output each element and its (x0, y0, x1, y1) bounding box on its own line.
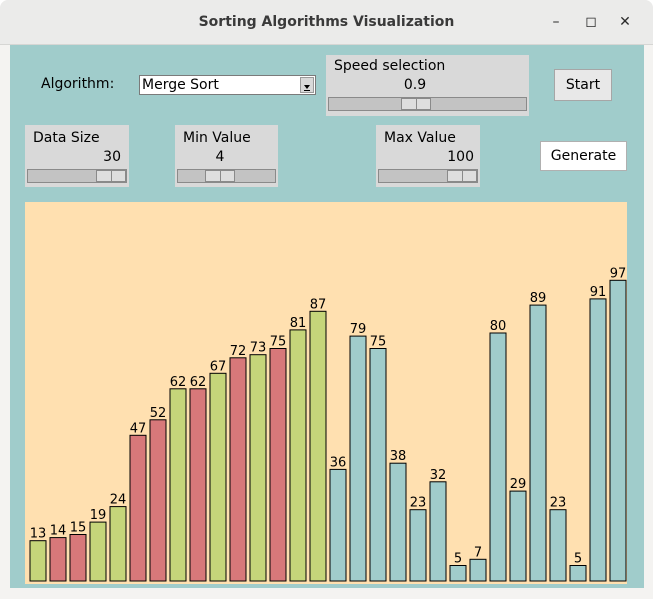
bar-27 (569, 565, 587, 582)
bar-6 (149, 419, 167, 582)
bar-label-7: 62 (170, 375, 187, 390)
max-value-label: Max Value (384, 130, 456, 146)
minimize-icon[interactable]: – (552, 14, 560, 30)
data-size-slider[interactable] (27, 169, 127, 183)
bar-7 (169, 388, 187, 582)
speed-label: Speed selection (334, 58, 446, 74)
bar-17 (369, 348, 387, 582)
bar-8 (189, 388, 207, 582)
min-value-scale: Min Value 4 (175, 125, 278, 187)
max-value-slider[interactable] (378, 169, 478, 183)
algorithm-label: Algorithm: (41, 76, 115, 92)
data-size-scale: Data Size 30 (25, 125, 129, 187)
title-bar: Sorting Algorithms Visualization – ◻ ✕ (0, 0, 653, 45)
bar-label-10: 72 (230, 344, 247, 359)
bar-0 (29, 540, 47, 582)
bar-23 (489, 332, 507, 582)
speed-slider[interactable] (328, 97, 527, 111)
bar-21 (449, 565, 467, 582)
bar-15 (329, 468, 347, 582)
bar-label-9: 67 (210, 359, 227, 374)
min-value-value: 4 (215, 149, 225, 165)
bar-label-0: 13 (30, 527, 47, 542)
speed-scale: Speed selection 0.9 (326, 55, 529, 116)
bar-2 (69, 534, 87, 582)
bar-label-12: 75 (270, 335, 287, 350)
bar-label-14: 87 (310, 297, 327, 312)
bar-12 (269, 348, 287, 582)
max-value-scale: Max Value 100 (376, 125, 480, 187)
speed-value: 0.9 (403, 77, 427, 93)
close-icon[interactable]: ✕ (619, 14, 631, 30)
bar-28 (589, 298, 607, 582)
bar-3 (89, 521, 107, 582)
bar-label-18: 38 (390, 449, 407, 464)
bar-9 (209, 372, 227, 582)
algorithm-select-value: Merge Sort (142, 77, 219, 93)
bar-label-4: 24 (110, 493, 127, 508)
dropdown-arrow-icon[interactable] (300, 77, 314, 93)
data-size-value: 30 (103, 149, 121, 165)
min-value-slider[interactable] (177, 169, 276, 183)
bar-4 (109, 506, 127, 582)
max-value-slider-handle[interactable] (447, 170, 477, 182)
bar-29 (609, 279, 627, 582)
main-panel: Algorithm: Merge Sort Speed selection 0.… (10, 45, 644, 588)
bar-label-16: 79 (350, 322, 367, 337)
bar-11 (249, 354, 267, 582)
generate-button[interactable]: Generate (540, 141, 627, 171)
sorting-canvas: 13 14 15 19 24 47 52 62 62 67 72 73 75 81 87 36 79 75 38 23… (25, 202, 627, 584)
bar-label-20: 32 (430, 468, 447, 483)
bar-label-26: 23 (550, 496, 567, 511)
max-value-value: 100 (447, 149, 474, 165)
speed-slider-handle[interactable] (401, 98, 431, 110)
bar-label-1: 14 (50, 524, 67, 539)
bar-24 (509, 490, 527, 582)
bar-label-17: 75 (370, 335, 387, 350)
bar-label-2: 15 (70, 521, 87, 536)
bar-22 (469, 558, 487, 582)
bar-25 (529, 304, 547, 582)
start-button[interactable]: Start (554, 69, 612, 101)
bar-16 (349, 335, 367, 582)
bar-label-23: 80 (490, 319, 507, 334)
bar-label-28: 91 (590, 285, 607, 300)
bar-label-25: 89 (530, 291, 547, 306)
bar-20 (429, 481, 447, 582)
maximize-icon[interactable]: ◻ (585, 14, 597, 30)
bar-label-29: 97 (610, 266, 627, 281)
bar-label-3: 19 (90, 508, 107, 523)
bar-10 (229, 357, 247, 582)
bar-label-6: 52 (150, 406, 167, 421)
bar-19 (409, 509, 427, 582)
bar-label-21: 5 (454, 552, 462, 567)
min-value-label: Min Value (183, 130, 251, 146)
window-title: Sorting Algorithms Visualization (198, 14, 455, 30)
bar-26 (549, 509, 567, 582)
bar-14 (309, 310, 327, 582)
data-size-slider-handle[interactable] (96, 170, 126, 182)
bar-label-11: 73 (250, 341, 267, 356)
bar-label-13: 81 (290, 316, 307, 331)
bar-label-5: 47 (130, 421, 147, 436)
bar-18 (389, 462, 407, 582)
bar-label-19: 23 (410, 496, 427, 511)
min-value-slider-handle[interactable] (205, 170, 235, 182)
bar-1 (49, 537, 67, 582)
bar-label-24: 29 (510, 477, 527, 492)
bar-5 (129, 434, 147, 582)
bar-label-15: 36 (330, 455, 347, 470)
bar-label-8: 62 (190, 375, 207, 390)
bar-label-27: 5 (574, 552, 582, 567)
data-size-label: Data Size (33, 130, 100, 146)
bar-label-22: 7 (474, 545, 482, 560)
algorithm-select[interactable]: Merge Sort (139, 75, 316, 95)
bar-13 (289, 329, 307, 582)
